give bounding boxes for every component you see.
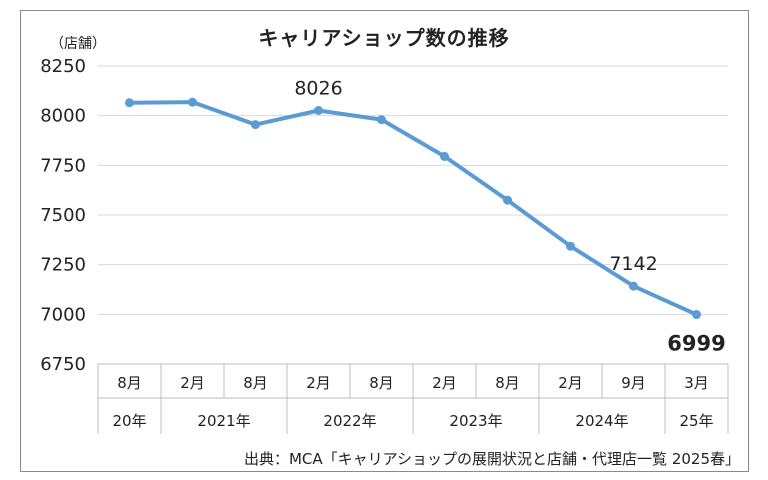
year-group-label: 2022年: [323, 412, 376, 430]
y-tick-label: 7250: [40, 255, 86, 276]
data-point: [503, 195, 512, 205]
data-point: [188, 97, 197, 107]
x-tick-label: 2月: [432, 374, 457, 392]
year-group-label: 2024年: [575, 412, 628, 430]
source-note: 出典：MCA「キャリアショップの展開状況と店舗・代理店一覧 2025春」: [243, 450, 740, 468]
data-point: [629, 281, 638, 291]
y-unit-label: （店舗）: [50, 36, 106, 52]
x-tick-label: 2月: [180, 374, 205, 392]
y-tick-label: 7000: [40, 304, 86, 325]
x-tick-label: 2月: [558, 374, 583, 392]
data-point: [314, 106, 323, 116]
x-tick-label: 8月: [117, 374, 142, 392]
y-tick-label: 7500: [40, 205, 86, 226]
chart-title: キャリアショップ数の推移: [258, 26, 510, 50]
x-tick-label: 2月: [306, 374, 331, 392]
year-group-label: 2023年: [449, 412, 502, 430]
y-tick-label: 8000: [40, 106, 86, 127]
data-point: [440, 151, 449, 161]
year-group-label: 25年: [679, 412, 713, 430]
y-tick-label: 6750: [40, 354, 86, 375]
year-group-label: 2021年: [197, 412, 250, 430]
data-point: [251, 120, 260, 130]
year-group-label: 20年: [112, 412, 146, 430]
data-point: [377, 115, 386, 125]
y-tick-label: 8250: [40, 56, 86, 77]
x-tick-label: 8月: [495, 374, 520, 392]
x-tick-label: 8月: [369, 374, 394, 392]
x-tick-label: 3月: [684, 374, 709, 392]
data-label: 8026: [294, 78, 342, 100]
chart-frame: [20, 10, 749, 472]
series-line: [127, 100, 699, 317]
data-point: [692, 310, 701, 320]
y-tick-label: 7750: [40, 155, 86, 176]
data-label: 7142: [609, 253, 657, 275]
data-point: [566, 241, 575, 251]
data-label: 6999: [667, 332, 725, 356]
x-tick-label: 8月: [243, 374, 268, 392]
x-tick-label: 9月: [621, 374, 646, 392]
data-point: [125, 98, 134, 108]
